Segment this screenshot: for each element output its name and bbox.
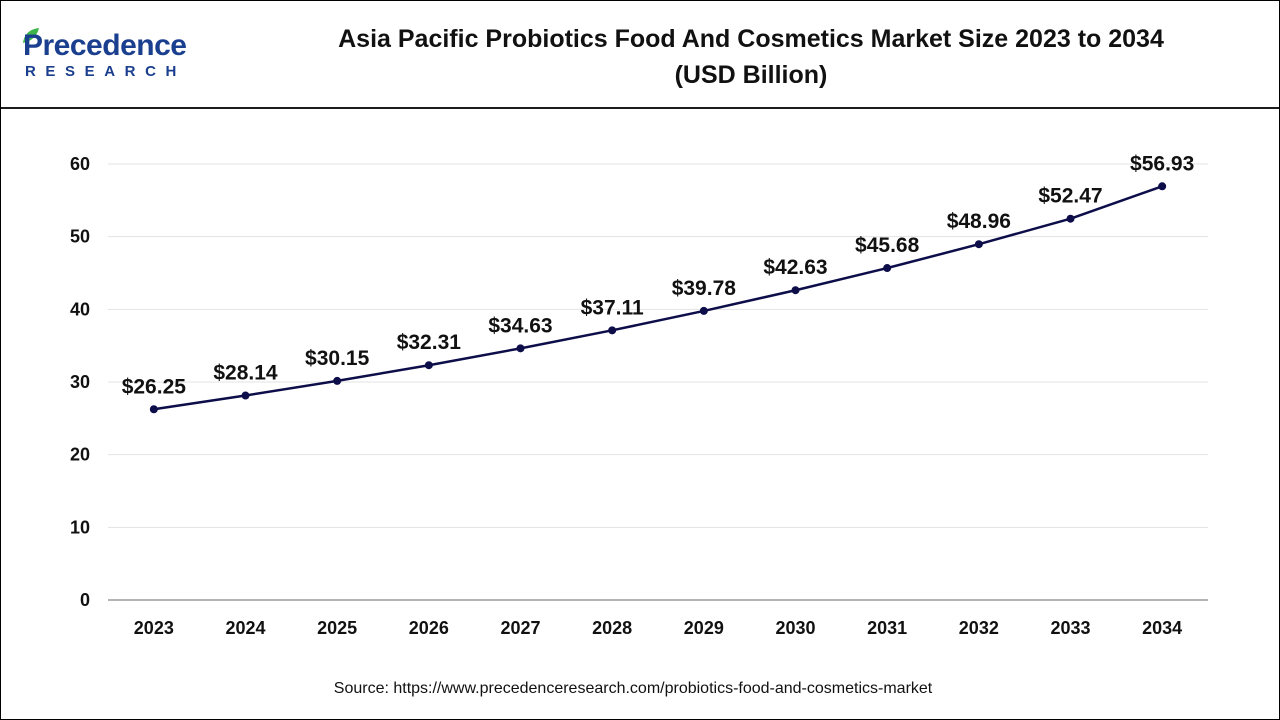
x-tick-label: 2029 bbox=[684, 618, 724, 638]
data-label: $52.47 bbox=[1038, 185, 1102, 208]
x-tick-label: 2023 bbox=[134, 618, 174, 638]
x-tick-label: 2025 bbox=[317, 618, 357, 638]
data-point bbox=[241, 391, 250, 400]
data-label: $42.63 bbox=[763, 256, 827, 279]
data-label: $30.15 bbox=[305, 347, 370, 370]
chart-title-line2: (USD Billion) bbox=[674, 61, 828, 89]
data-point bbox=[883, 264, 892, 273]
x-tick-label: 2034 bbox=[1142, 618, 1182, 638]
data-point bbox=[608, 326, 617, 335]
y-tick-label: 40 bbox=[70, 299, 90, 319]
data-label: $56.93 bbox=[1130, 152, 1194, 175]
data-label: $34.63 bbox=[488, 314, 552, 337]
x-tick-label: 2027 bbox=[500, 618, 540, 638]
x-tick-label: 2024 bbox=[225, 618, 265, 638]
y-tick-label: 20 bbox=[70, 445, 90, 465]
logo-wordmark: Precedence bbox=[23, 29, 187, 62]
data-label: $48.96 bbox=[947, 210, 1011, 233]
y-tick-label: 50 bbox=[70, 227, 90, 247]
x-tick-label: 2026 bbox=[409, 618, 449, 638]
y-tick-label: 0 bbox=[80, 590, 90, 610]
chart-title-line1: Asia Pacific Probiotics Food And Cosmeti… bbox=[338, 25, 1164, 53]
data-label: $26.25 bbox=[122, 375, 187, 398]
data-label: $45.68 bbox=[855, 234, 920, 257]
data-point bbox=[1158, 182, 1167, 191]
data-label: $37.11 bbox=[581, 296, 644, 319]
data-point bbox=[974, 240, 983, 249]
data-label: $28.14 bbox=[213, 362, 278, 385]
data-point bbox=[424, 361, 433, 370]
source-note: Source: https://www.precedenceresearch.c… bbox=[333, 680, 933, 697]
x-tick-label: 2033 bbox=[1050, 618, 1090, 638]
data-point bbox=[699, 306, 708, 315]
data-point bbox=[516, 344, 525, 353]
x-tick-label: 2028 bbox=[592, 618, 632, 638]
header: Precedence RESEARCH Asia Pacific Probiot… bbox=[1, 1, 1279, 109]
data-label: $32.31 bbox=[397, 331, 462, 354]
x-tick-label: 2031 bbox=[867, 618, 907, 638]
leaf-icon bbox=[23, 28, 39, 43]
logo-subtitle: RESEARCH bbox=[25, 63, 186, 80]
x-tick-label: 2032 bbox=[959, 618, 999, 638]
x-tick-label: 2030 bbox=[775, 618, 815, 638]
y-tick-label: 10 bbox=[70, 517, 90, 537]
data-point bbox=[1066, 214, 1075, 223]
precedence-logo: Precedence RESEARCH bbox=[23, 28, 213, 83]
data-point bbox=[333, 376, 342, 385]
data-point bbox=[149, 405, 158, 414]
y-tick-label: 30 bbox=[70, 372, 90, 392]
y-tick-label: 60 bbox=[70, 154, 90, 174]
chart-title: Asia Pacific Probiotics Food And Cosmeti… bbox=[251, 21, 1251, 93]
data-label: $39.78 bbox=[672, 277, 737, 300]
series-line bbox=[153, 185, 1163, 411]
data-point bbox=[791, 286, 800, 295]
